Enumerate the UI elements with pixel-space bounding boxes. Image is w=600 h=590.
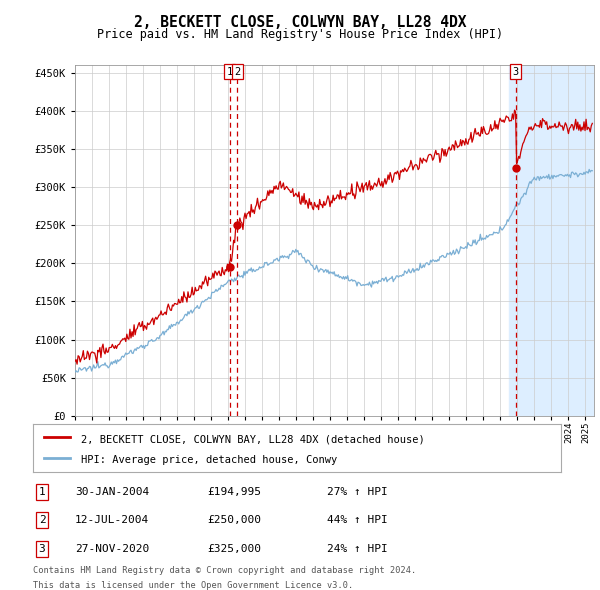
Bar xyxy=(509,65,594,416)
Text: 3: 3 xyxy=(512,67,519,77)
Text: 2, BECKETT CLOSE, COLWYN BAY, LL28 4DX: 2, BECKETT CLOSE, COLWYN BAY, LL28 4DX xyxy=(134,15,466,30)
Text: 30-JAN-2004: 30-JAN-2004 xyxy=(75,487,149,497)
Text: £194,995: £194,995 xyxy=(207,487,261,497)
Text: 27-NOV-2020: 27-NOV-2020 xyxy=(75,544,149,553)
Text: 2, BECKETT CLOSE, COLWYN BAY, LL28 4DX (detached house): 2, BECKETT CLOSE, COLWYN BAY, LL28 4DX (… xyxy=(80,434,424,444)
Text: HPI: Average price, detached house, Conwy: HPI: Average price, detached house, Conw… xyxy=(80,455,337,466)
Text: 24% ↑ HPI: 24% ↑ HPI xyxy=(327,544,388,553)
Text: £325,000: £325,000 xyxy=(207,544,261,553)
Text: 1: 1 xyxy=(226,67,233,77)
Text: 3: 3 xyxy=(38,544,46,553)
Text: 1: 1 xyxy=(38,487,46,497)
Text: 2: 2 xyxy=(234,67,241,77)
Text: 27% ↑ HPI: 27% ↑ HPI xyxy=(327,487,388,497)
Text: 2: 2 xyxy=(38,516,46,525)
Text: 12-JUL-2004: 12-JUL-2004 xyxy=(75,516,149,525)
Text: £250,000: £250,000 xyxy=(207,516,261,525)
Text: Price paid vs. HM Land Registry's House Price Index (HPI): Price paid vs. HM Land Registry's House … xyxy=(97,28,503,41)
Text: Contains HM Land Registry data © Crown copyright and database right 2024.: Contains HM Land Registry data © Crown c… xyxy=(33,566,416,575)
Text: 44% ↑ HPI: 44% ↑ HPI xyxy=(327,516,388,525)
Text: This data is licensed under the Open Government Licence v3.0.: This data is licensed under the Open Gov… xyxy=(33,581,353,589)
